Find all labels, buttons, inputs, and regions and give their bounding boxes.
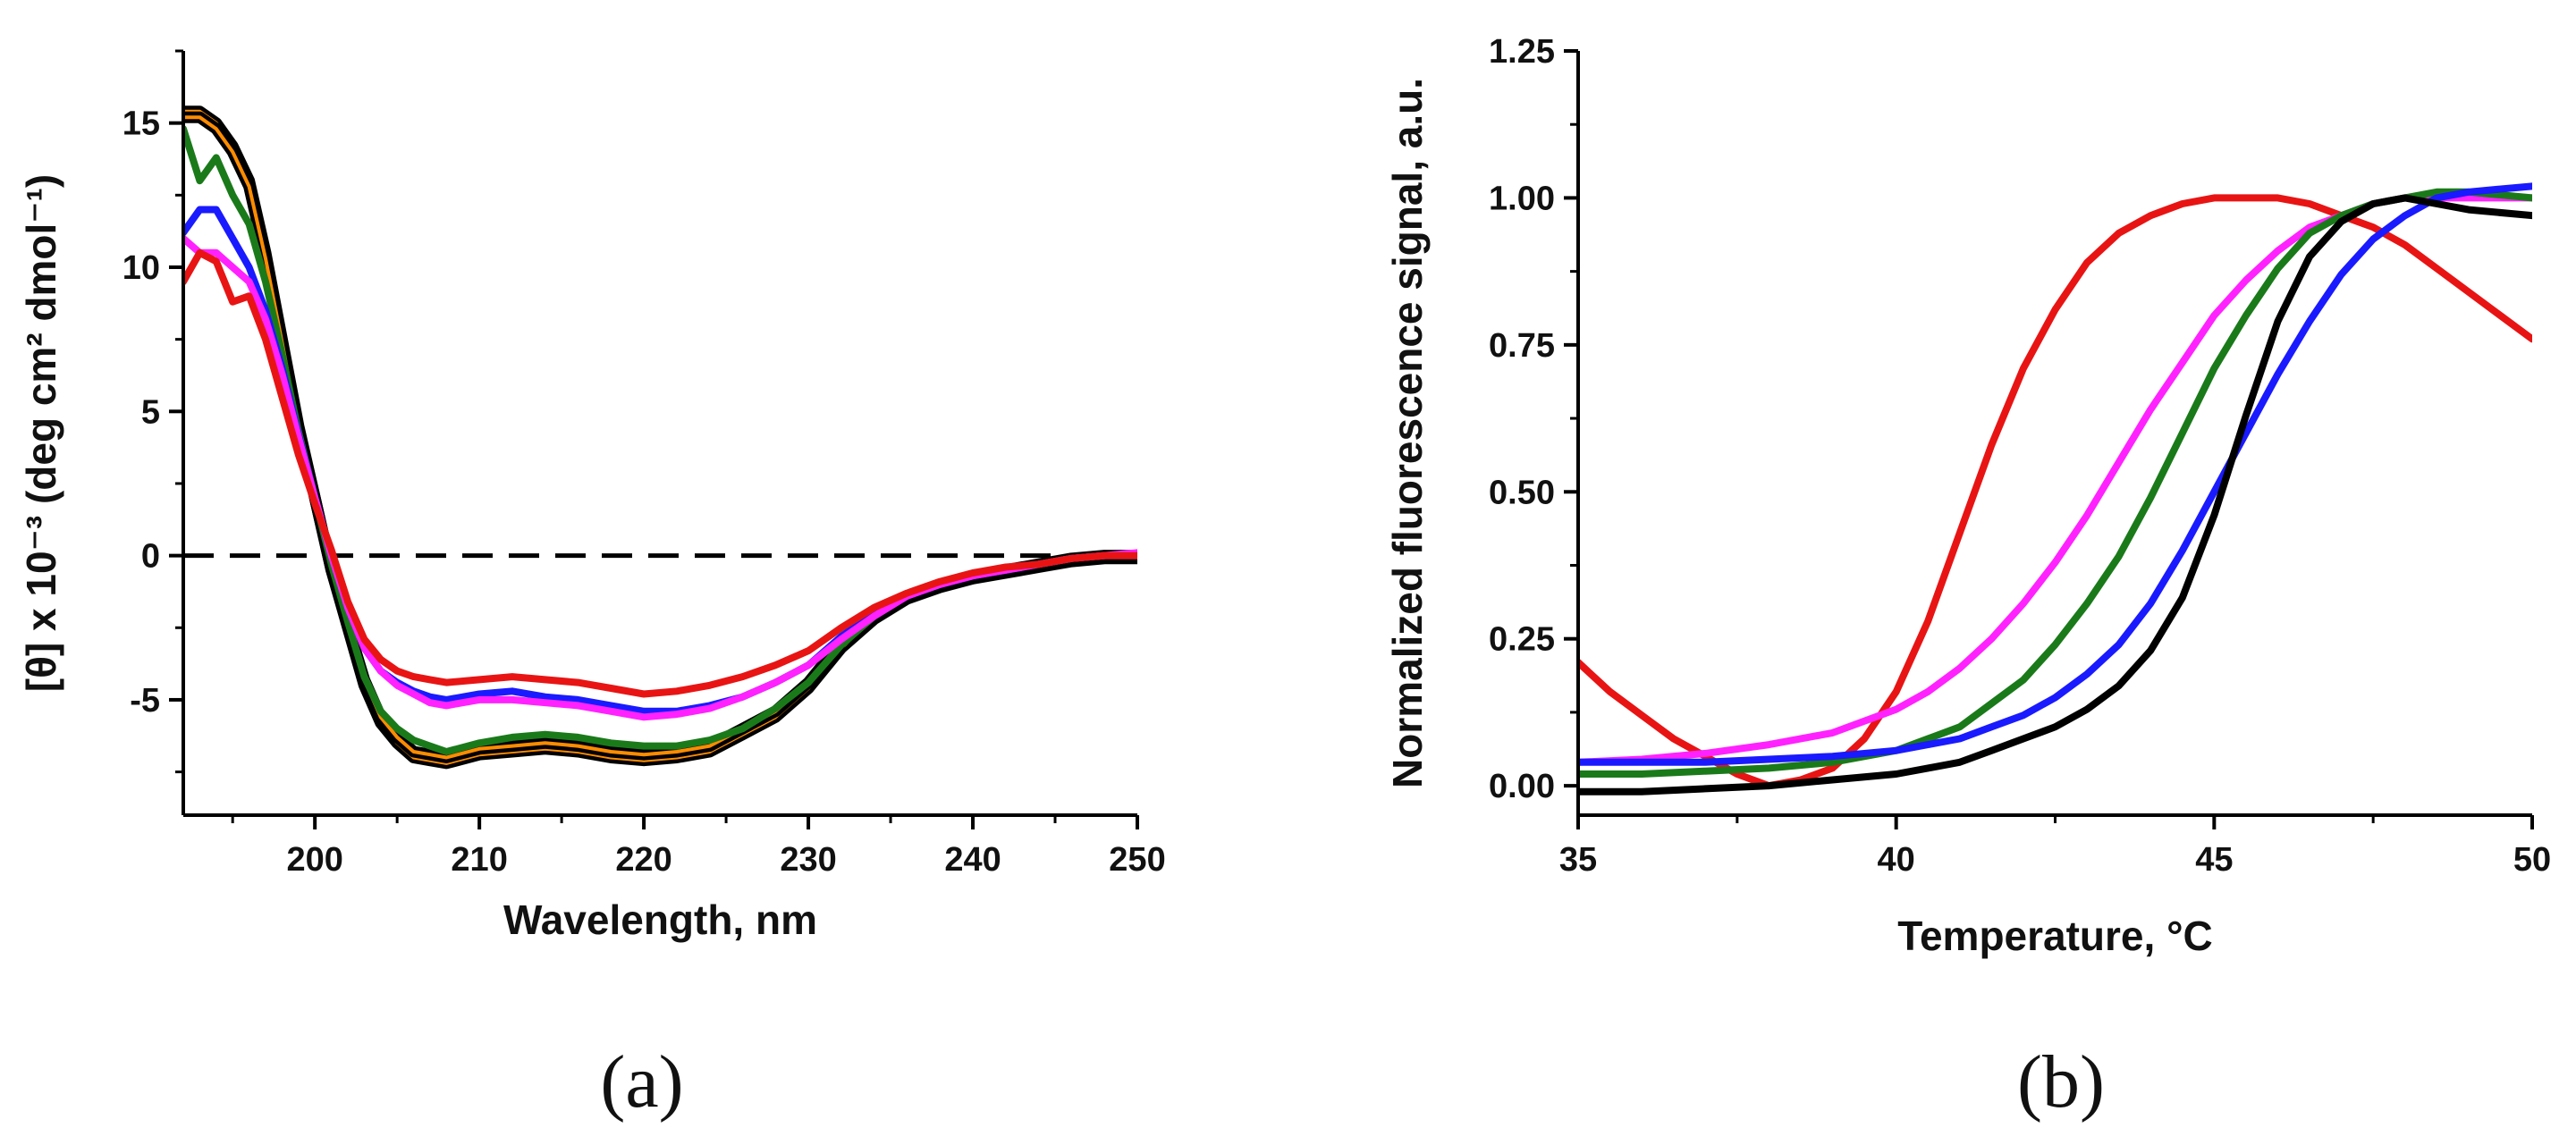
panel-b-x-axis-title: Temperature, °C [1897, 913, 2212, 959]
panel-b-chart: 35 40 45 50 0.00 0.25 0.50 0.75 1.00 1.25 Temperat… [1384, 33, 2551, 959]
panel-a-series-group [183, 105, 1137, 770]
panel-a-series-black-outline-1-outline [183, 105, 1137, 770]
panel-a-x-tick-label-2: 220 [615, 841, 671, 879]
panel-a-series-green-line [183, 125, 1137, 755]
panel-a-series-red-line [183, 248, 1137, 698]
panel-a-y-tick-label-4: 15 [122, 105, 160, 143]
panel-a-chart: 200 210 220 230 240 250 -5 0 5 10 15 Wavelength, nm… [18, 49, 1166, 943]
panel-a-series-black-outline-1-core [183, 109, 1137, 765]
panel-b-y-tick-label-5: 1.25 [1489, 33, 1555, 71]
panel-a-x-tick-label-0: 200 [286, 841, 342, 879]
panel-b-x-tick-label-3: 50 [2513, 841, 2551, 879]
panel-b-label: (b) [2017, 1040, 2105, 1124]
panel-a-x-tick-label-1: 210 [451, 841, 507, 879]
panel-a-y-axis-title: [θ] x 10⁻³ (deg cm² dmol⁻¹) [18, 174, 64, 692]
panel-a-series-black-outline-2-outline [183, 111, 1137, 763]
panel-a-x-tick-label-4: 240 [944, 841, 1001, 879]
panel-a-y-tick-label-2: 5 [141, 393, 160, 431]
panel-b-y-axis-title: Normalized fluorescence signal, a.u. [1384, 78, 1431, 788]
panel-b-series-blue-line [1578, 182, 2532, 766]
panel-a-x-axis-title: Wavelength, nm [503, 897, 817, 943]
panel-b-y-tick-label-3: 0.75 [1489, 327, 1555, 365]
panel-b-series-green-line [1578, 188, 2532, 778]
panel-a-y-tick-label-0: -5 [130, 682, 160, 720]
panel-a-label: (a) [600, 1040, 683, 1124]
panel-b-y-tick-label-1: 0.25 [1489, 621, 1555, 659]
panel-a-y-tick-label-3: 10 [122, 249, 160, 287]
panel-a-y-tick-label-1: 0 [141, 538, 160, 576]
panel-b-series-red-line [1578, 194, 2532, 790]
panel-b-series-black-line [1578, 194, 2532, 795]
panel-b-x-tick-label-2: 45 [2195, 841, 2233, 879]
panel-b-series-magenta-line [1578, 194, 2532, 766]
panel-b-y-tick-label-4: 1.00 [1489, 180, 1555, 217]
panel-a-series-magenta-line [183, 234, 1137, 721]
panel-a-x-tick-label-3: 230 [780, 841, 836, 879]
panel-b-series-group [1578, 182, 2532, 795]
panel-a-x-tick-label-5: 250 [1109, 841, 1165, 879]
panel-b-y-tick-label-2: 0.50 [1489, 474, 1555, 511]
panel-b-x-tick-label-1: 40 [1878, 841, 1915, 879]
panel-b-y-tick-label-0: 0.00 [1489, 768, 1555, 805]
panel-b-x-tick-label-0: 35 [1559, 841, 1597, 879]
panel-a-series-black-outline-2-core [183, 115, 1137, 760]
panel-a-series-blue-line [183, 206, 1137, 715]
